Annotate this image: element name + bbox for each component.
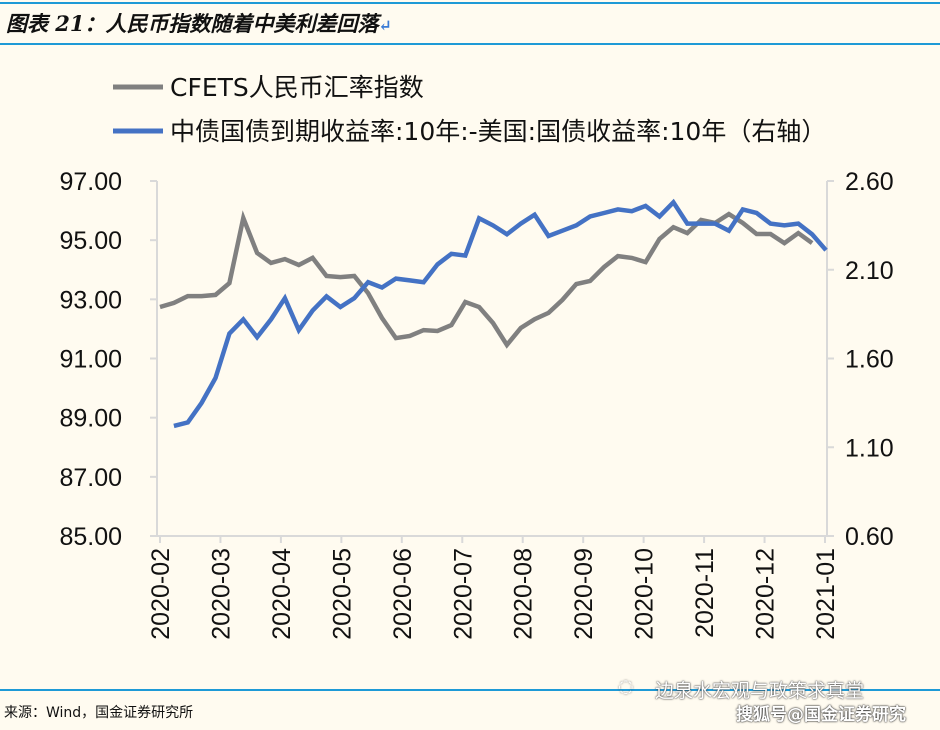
x-tick-label: 2020-03 <box>207 548 235 640</box>
footer-rule <box>0 689 940 691</box>
x-tick-label: 2020-12 <box>752 548 780 640</box>
chart-title: 图表 21：人民币指数随着中美利差回落↵ <box>6 8 392 38</box>
left-tick-label: 95.00 <box>59 227 122 255</box>
left-tick-label: 91.00 <box>59 346 122 374</box>
x-tick-label: 2020-02 <box>147 548 175 640</box>
left-tick-label: 97.00 <box>59 168 122 196</box>
series-line-cfets <box>159 210 814 349</box>
right-tick-label: 2.60 <box>845 168 894 196</box>
x-tick-label: 2020-08 <box>510 548 538 640</box>
series-line-yield-spread <box>173 198 828 429</box>
x-tick-label: 2020-06 <box>389 548 417 640</box>
left-tick-label: 87.00 <box>59 464 122 492</box>
left-tick-label: 85.00 <box>59 523 122 551</box>
top-rule <box>0 2 940 4</box>
source-note: 来源：Wind，国金证券研究所 <box>4 705 194 721</box>
wechat-icon: ◌ <box>618 676 634 697</box>
x-tick-label: 2020-04 <box>268 548 296 640</box>
x-tick-label: 2020-07 <box>449 548 477 640</box>
right-tick-label: 1.10 <box>845 434 894 462</box>
x-tick-label: 2021-01 <box>812 548 840 640</box>
x-tick-label: 2020-10 <box>631 548 659 640</box>
right-tick-label: 1.60 <box>845 346 894 374</box>
x-tick-label: 2020-11 <box>691 548 719 638</box>
legend-label: CFETS人民币汇率指数 <box>170 73 424 102</box>
x-tick-label: 2020-05 <box>328 548 356 640</box>
line-chart: 85.00 87.00 89.00 91.00 93.00 95.00 97.00 0.60 1… <box>59 73 894 640</box>
watermark-bottom: 搜狐号@国金证券研究 <box>736 705 906 725</box>
watermark-top: 边泉水宏观与政策求真堂 <box>655 680 865 702</box>
right-tick-label: 2.10 <box>845 257 894 285</box>
right-tick-label: 0.60 <box>845 523 894 551</box>
return-icon: ↵ <box>378 16 392 35</box>
left-tick-label: 93.00 <box>59 286 122 314</box>
title-rule <box>0 43 940 45</box>
title-text: 图表 21：人民币指数随着中美利差回落 <box>6 11 379 36</box>
legend-label: 中债国债到期收益率:10年:-美国:国债收益率:10年（右轴） <box>170 117 826 146</box>
left-tick-label: 89.00 <box>59 405 122 433</box>
x-tick-label: 2020-09 <box>570 548 598 640</box>
